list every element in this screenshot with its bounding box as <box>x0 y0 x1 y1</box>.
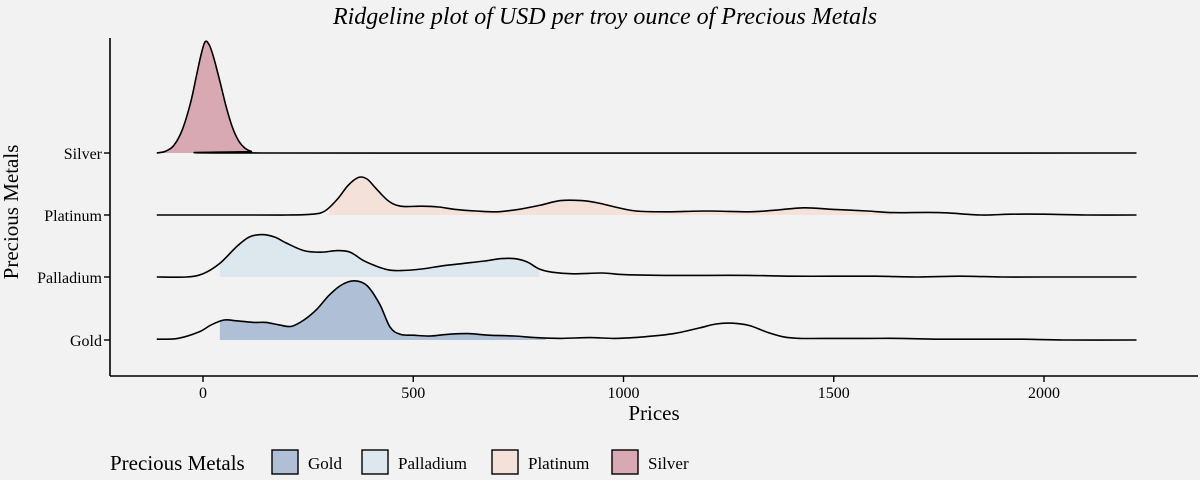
x-tick-label-1000: 1000 <box>608 385 640 402</box>
chart-title: Ridgeline plot of USD per troy ounce of … <box>332 4 877 30</box>
ridge-fill-silver <box>156 41 250 153</box>
y-tick-label-silver: Silver <box>64 146 103 163</box>
x-tick-label-1500: 1500 <box>818 385 850 402</box>
legend-swatch-palladium <box>361 449 389 475</box>
legend-swatch-platinum <box>491 449 519 475</box>
y-axis-title: Precious Metals <box>0 145 23 280</box>
ridge-palladium <box>156 233 1137 279</box>
ridge-platinum <box>156 176 1137 216</box>
ridge-fill-gold <box>219 280 546 340</box>
x-axis-title: Prices <box>628 401 679 425</box>
legend-label-silver: Silver <box>648 454 689 473</box>
x-tick-label-500: 500 <box>401 385 425 402</box>
legend-swatch-gold <box>271 449 299 475</box>
y-tick-label-palladium: Palladium <box>37 270 102 287</box>
ridge-line-platinum <box>156 176 1137 216</box>
ridge-fill-platinum <box>329 176 893 215</box>
y-tick-label-gold: Gold <box>70 333 102 350</box>
ridge-line-gold <box>156 279 1137 341</box>
legend-title: Precious Metals <box>110 451 245 475</box>
y-tick-label-platinum: Platinum <box>44 208 102 225</box>
x-tick-label-2000: 2000 <box>1028 385 1060 402</box>
y-axis-ticks: Gold Palladium Platinum Silver <box>37 146 110 350</box>
x-axis-ticks: 0 500 1000 1500 2000 <box>199 376 1060 402</box>
ridge-gold <box>156 279 1137 341</box>
legend-label-palladium: Palladium <box>398 454 467 473</box>
ridges-layer <box>156 40 1137 341</box>
ridge-line-palladium <box>156 233 1137 279</box>
legend-swatch-silver <box>611 449 639 475</box>
legend-label-platinum: Platinum <box>528 454 589 473</box>
ridge-silver <box>156 40 1137 154</box>
legend: Precious Metals Gold Palladium Platinum Sil… <box>110 449 689 475</box>
legend-label-gold: Gold <box>308 454 343 473</box>
x-tick-label-0: 0 <box>199 385 207 402</box>
ridge-line-silver <box>156 40 1137 154</box>
ridge-fill-palladium <box>219 234 540 277</box>
